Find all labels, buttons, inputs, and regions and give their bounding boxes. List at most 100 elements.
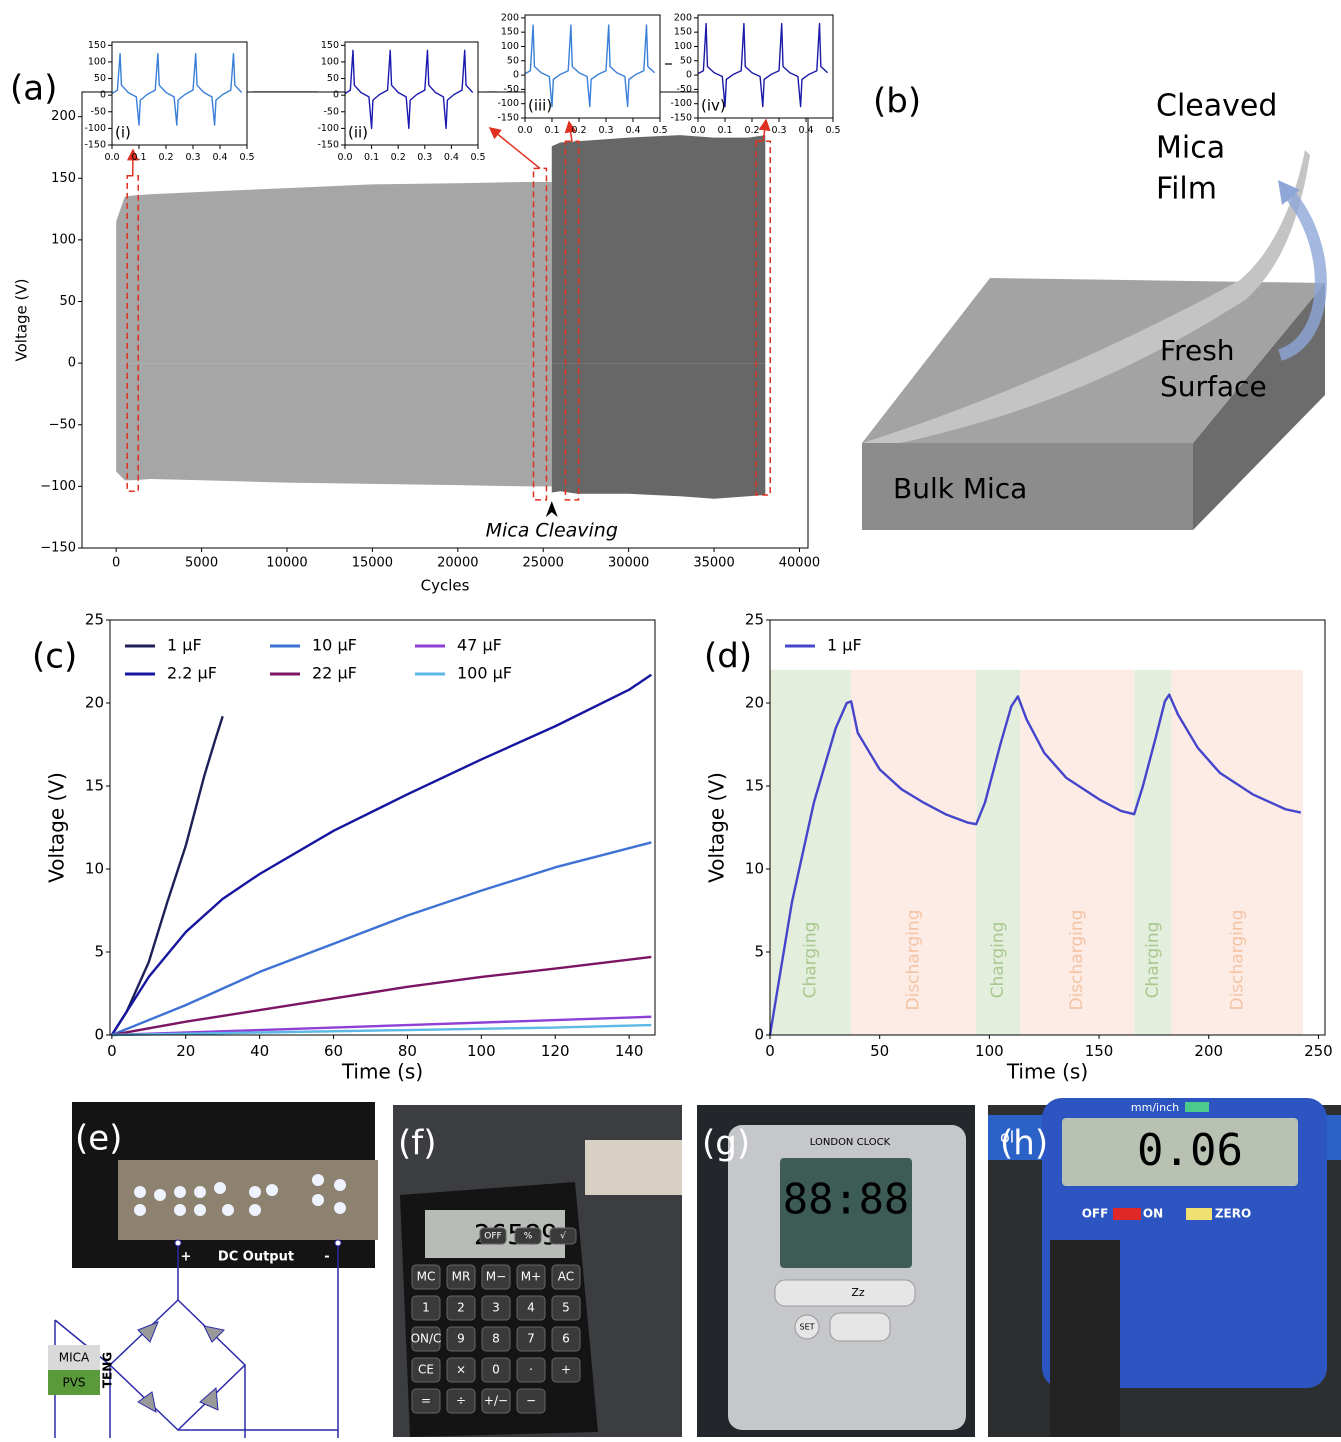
y-tick-label: 25 — [745, 611, 764, 629]
x-tick-label: 0.3 — [185, 152, 200, 163]
surface-label: Surface — [1160, 370, 1267, 403]
x-tick-label: 0.1 — [717, 125, 732, 136]
region-label: Charging — [801, 922, 821, 999]
key-label: 2 — [457, 1301, 465, 1315]
x-axis-label: Cycles — [421, 577, 470, 595]
breadboard — [585, 1140, 682, 1195]
key-label: 8 — [492, 1332, 500, 1346]
panel-label: (d) — [704, 637, 752, 677]
y-tick-label: -150 — [497, 113, 519, 124]
key-label: = — [421, 1394, 431, 1408]
film-label: Cleaved — [1156, 89, 1277, 124]
film-label: Mica — [1156, 131, 1225, 166]
x-axis-label: Time (s) — [1006, 1060, 1088, 1084]
y-tick-label: 15 — [745, 777, 764, 795]
panel-e: (e) + DC Output - MICA PVS TENG — [48, 1102, 378, 1438]
key-label: + — [561, 1363, 571, 1377]
y-tick-label: 100 — [674, 41, 692, 52]
y-tick-label: 5 — [754, 943, 764, 961]
x-tick-label: 0.4 — [625, 125, 640, 136]
x-tick-label: 10000 — [266, 556, 307, 571]
unit-label: mm/inch — [1131, 1101, 1179, 1114]
y-tick-label: 0 — [513, 70, 519, 81]
legend-label: 1 µF — [167, 636, 202, 655]
x-tick-label: 0.0 — [517, 125, 532, 136]
x-tick-label: 0.2 — [744, 125, 759, 136]
y-tick-label: 0 — [68, 356, 76, 371]
panel-h: 0.06 mm/inch ol OFF ON ZERO (h) — [988, 1098, 1341, 1437]
key-label: M+ — [521, 1270, 541, 1284]
zero-label: ZERO — [1215, 1207, 1251, 1221]
key-label: MR — [452, 1270, 471, 1284]
y-tick-label: 150 — [501, 27, 519, 38]
key-label: √ — [560, 1231, 566, 1242]
x-tick-label: 50 — [870, 1042, 889, 1060]
y-tick-label: 0 — [754, 1026, 764, 1044]
terminal — [175, 1240, 181, 1246]
y-tick-label: 0 — [333, 90, 339, 101]
teng-label: TENG — [101, 1352, 115, 1388]
off-button — [1113, 1208, 1141, 1220]
y-tick-label: 15 — [85, 777, 104, 795]
x-tick-label: 20000 — [437, 556, 478, 571]
clock-button — [775, 1280, 915, 1306]
on-label: ON — [1143, 1207, 1163, 1221]
pvs-label: PVS — [62, 1376, 85, 1390]
inset-label: (ii) — [348, 124, 368, 142]
panel-label: (e) — [75, 1119, 122, 1159]
x-tick-label: 5000 — [185, 556, 218, 571]
y-tick-label: 25 — [85, 611, 104, 629]
x-tick-label: 0.2 — [391, 152, 406, 163]
key-label: MC — [417, 1270, 436, 1284]
legend-label: 47 µF — [457, 636, 502, 655]
panel-label: (h) — [1000, 1124, 1048, 1164]
band-area — [552, 363, 766, 499]
x-tick-label: 0 — [107, 1042, 117, 1060]
x-tick-label: 0.1 — [131, 152, 146, 163]
key-label: · — [529, 1363, 533, 1377]
y-tick-label: -50 — [503, 84, 519, 95]
chart: 0.00.10.20.30.40.5-150-100-5005010015020… — [670, 12, 840, 136]
x-tick-label: 0.5 — [825, 125, 840, 136]
key-label: 6 — [562, 1332, 570, 1346]
key-label: % — [524, 1232, 533, 1242]
y-tick-label: 10 — [85, 860, 104, 878]
inset-label: (iv) — [701, 97, 726, 115]
y-tick-label: -50 — [90, 106, 106, 117]
unit-button — [1185, 1102, 1209, 1112]
panel-label: (c) — [32, 637, 77, 677]
y-tick-label: 20 — [745, 694, 764, 712]
panel-label: (b) — [873, 82, 921, 122]
button-label: SET — [799, 1323, 814, 1332]
y-tick-label: -100 — [84, 123, 106, 134]
x-tick-label: 120 — [541, 1042, 570, 1060]
x-tick-label: 0.0 — [104, 152, 119, 163]
x-tick-label: 0 — [112, 556, 120, 571]
x-tick-label: 25000 — [523, 556, 564, 571]
y-tick-label: −100 — [40, 479, 76, 494]
y-tick-label: 0 — [686, 70, 692, 81]
clock-button — [830, 1313, 890, 1341]
x-axis-label: Time (s) — [341, 1060, 423, 1084]
y-tick-label: 100 — [321, 56, 339, 67]
key-label: × — [456, 1363, 466, 1377]
x-tick-label: 0.2 — [571, 125, 586, 136]
legend-label: 1 µF — [827, 636, 862, 655]
key-label: +/− — [484, 1394, 508, 1408]
chart: 0.00.10.20.30.40.5-150-100-5005010015020… — [497, 12, 667, 136]
y-tick-label: -50 — [323, 106, 339, 117]
x-tick-label: 0.5 — [652, 125, 667, 136]
key-label: 0 — [492, 1363, 500, 1377]
region-label: Discharging — [1227, 910, 1247, 1011]
minus-label: - — [324, 1250, 329, 1265]
x-tick-label: 0.3 — [598, 125, 613, 136]
region-label: Discharging — [904, 910, 924, 1011]
x-tick-label: 150 — [1085, 1042, 1114, 1060]
y-tick-label: 200 — [501, 12, 519, 23]
y-tick-label: 100 — [88, 56, 106, 67]
x-tick-label: 40000 — [779, 556, 820, 571]
key-label: M− — [486, 1270, 506, 1284]
key-label: 5 — [562, 1301, 570, 1315]
x-tick-label: 0.5 — [470, 152, 485, 163]
legend-label: 100 µF — [457, 664, 512, 683]
